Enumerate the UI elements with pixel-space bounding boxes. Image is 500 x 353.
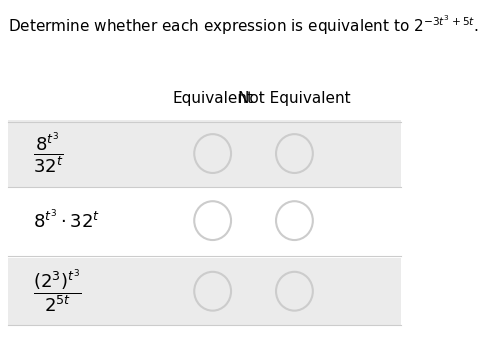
Text: $\dfrac{8^{t^3}}{32^{t}}$: $\dfrac{8^{t^3}}{32^{t}}$	[32, 131, 63, 176]
FancyBboxPatch shape	[8, 120, 401, 187]
Text: Equivalent: Equivalent	[172, 91, 253, 106]
Text: Determine whether each expression is equivalent to $2^{-3t^3+5t}$.: Determine whether each expression is equ…	[8, 13, 479, 36]
FancyBboxPatch shape	[8, 258, 401, 325]
Text: $\dfrac{(2^3)^{t^3}}{2^{5t}}$: $\dfrac{(2^3)^{t^3}}{2^{5t}}$	[32, 268, 82, 315]
Text: Not Equivalent: Not Equivalent	[238, 91, 350, 106]
Text: $8^{t^3} \cdot 32^{t}$: $8^{t^3} \cdot 32^{t}$	[32, 209, 100, 232]
